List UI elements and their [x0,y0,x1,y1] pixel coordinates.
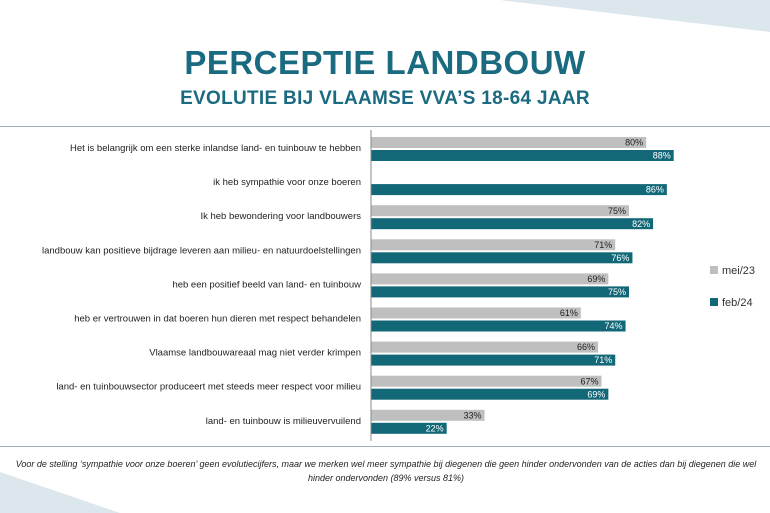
data-label: 71% [594,240,612,250]
legend-swatch [710,266,718,274]
bar-feb24 [371,218,654,230]
category-label: land- en tuinbouwsector produceert met s… [56,382,361,393]
bar-feb24 [371,388,609,400]
data-label: 75% [608,287,626,297]
bar-feb24 [371,286,629,298]
bottom-left-decorative-band [0,472,120,513]
data-label: 33% [464,410,482,420]
bar-mei23 [371,409,485,421]
page-title: PERCEPTIE LANDBOUW [184,44,586,81]
bar-feb24 [371,252,633,264]
legend-label: feb/24 [722,297,753,309]
bar-feb24 [371,422,447,434]
bar-mei23 [371,239,616,251]
page-subtitle: EVOLUTIE BIJ VLAAMSE VVA’S 18-64 JAAR [180,88,590,109]
category-label: landbouw kan positieve bijdrage leveren … [42,245,361,256]
footnote-divider [0,446,770,447]
data-label: 69% [587,274,605,284]
data-label: 86% [646,185,664,195]
bar-mei23 [371,273,609,285]
top-right-decorative-band [500,0,770,32]
data-label: 22% [426,423,444,433]
data-label: 71% [594,355,612,365]
title-divider [0,126,770,127]
data-label: 80% [625,138,643,148]
bar-mei23 [371,341,599,353]
data-label: 61% [560,308,578,318]
category-label: heb een positief beeld van land- en tuin… [172,279,361,290]
data-label: 76% [611,253,629,263]
category-label: Vlaamse landbouwareaal mag niet verder k… [149,348,361,359]
footnote: Voor de stelling ‘sympathie voor onze bo… [15,459,757,483]
bar-mei23 [371,137,647,148]
data-label: 66% [577,342,595,352]
data-label: 88% [653,151,671,161]
category-label: Het is belangrijk om een sterke inlandse… [70,143,361,154]
bar-mei23 [371,375,602,387]
category-label: land- en tuinbouw is milieuvervuilend [206,416,361,427]
category-label: heb er vertrouwen in dat boeren hun dier… [74,314,361,325]
data-label: 75% [608,206,626,216]
bar-feb24 [371,184,667,196]
data-label: 82% [632,219,650,229]
data-label: 67% [580,376,598,386]
data-label: 69% [587,389,605,399]
bar-feb24 [371,150,674,161]
bar-mei23 [371,205,629,217]
legend-label: mei/23 [722,265,755,277]
bar-feb24 [371,354,616,366]
data-label: 74% [605,321,623,331]
bar-mei23 [371,307,581,319]
bar-feb24 [371,320,626,332]
category-label: ik heb sympathie voor onze boeren [213,177,361,188]
category-label: Ik heb bewondering voor landbouwers [200,211,361,222]
legend-swatch [710,298,718,306]
